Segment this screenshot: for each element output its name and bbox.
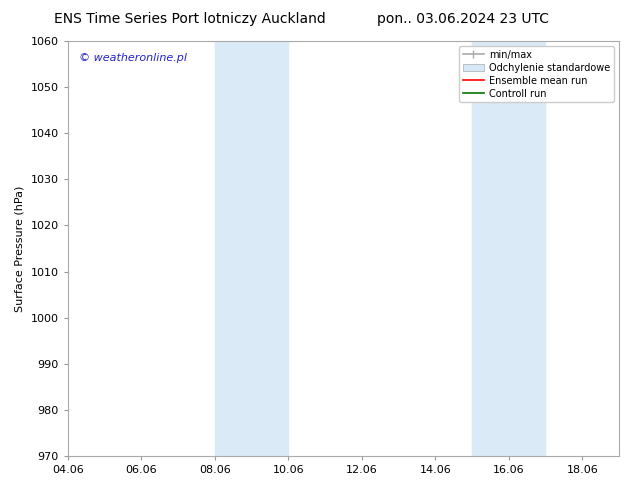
Text: © weatheronline.pl: © weatheronline.pl	[79, 53, 187, 64]
Text: ENS Time Series Port lotniczy Auckland: ENS Time Series Port lotniczy Auckland	[55, 12, 326, 26]
Bar	[472, 41, 545, 456]
Legend: min/max, Odchylenie standardowe, Ensemble mean run, Controll run: min/max, Odchylenie standardowe, Ensembl…	[459, 46, 614, 102]
Bar	[215, 41, 288, 456]
Text: pon.. 03.06.2024 23 UTC: pon.. 03.06.2024 23 UTC	[377, 12, 549, 26]
Y-axis label: Surface Pressure (hPa): Surface Pressure (hPa)	[15, 185, 25, 312]
